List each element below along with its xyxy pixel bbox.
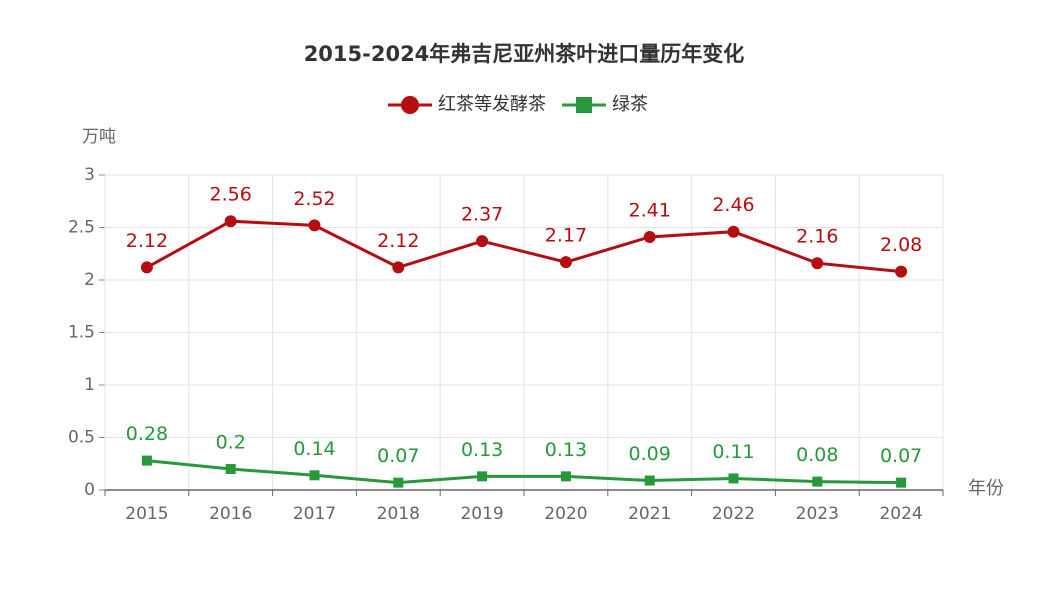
data-label: 2.16 (796, 226, 838, 248)
y-tick-label: 0.5 (68, 428, 95, 448)
y-tick-label: 1.5 (68, 323, 95, 343)
data-point (560, 471, 571, 482)
data-label: 2.52 (293, 188, 335, 210)
data-point (643, 230, 656, 243)
data-point (727, 225, 740, 238)
data-point (141, 455, 152, 466)
data-point (476, 235, 489, 248)
data-point (309, 470, 320, 481)
data-label: 0.08 (796, 444, 838, 466)
x-tick-label: 2023 (796, 504, 839, 524)
data-point (559, 256, 572, 269)
data-point (896, 477, 907, 488)
legend: 红茶等发酵茶 绿茶 (388, 94, 648, 115)
data-label: 0.13 (461, 439, 503, 461)
data-point (224, 215, 237, 228)
data-point (140, 261, 153, 274)
x-tick-label: 2018 (377, 504, 420, 524)
legend-label: 红茶等发酵茶 (438, 94, 546, 115)
data-point (728, 473, 739, 484)
data-label: 2.08 (880, 234, 922, 256)
legend-label: 绿茶 (612, 94, 648, 115)
x-tick-label: 2024 (879, 504, 922, 524)
data-label: 2.37 (461, 204, 503, 226)
y-tick-label: 2 (84, 270, 95, 290)
data-label: 2.56 (210, 184, 252, 206)
data-point (811, 257, 824, 270)
data-label: 0.13 (545, 439, 587, 461)
data-label: 0.07 (880, 445, 922, 467)
data-label: 0.09 (629, 443, 671, 465)
data-label: 0.14 (293, 438, 335, 460)
x-axis-label: 年份 (968, 478, 1004, 499)
y-axis-label: 万吨 (82, 127, 116, 147)
x-tick-label: 2017 (293, 504, 336, 524)
data-label: 2.41 (629, 199, 671, 221)
series-line (146, 459, 902, 485)
data-point (393, 477, 404, 488)
data-label: 0.2 (216, 432, 246, 454)
data-label: 2.17 (545, 225, 587, 247)
x-tick-label: 2019 (460, 504, 503, 524)
data-label: 2.12 (126, 230, 168, 252)
data-label: 2.12 (377, 230, 419, 252)
data-label: 2.46 (712, 194, 754, 216)
legend-marker (576, 97, 592, 113)
x-tick-label: 2020 (544, 504, 587, 524)
data-point (225, 464, 236, 474)
data-point (308, 219, 321, 232)
data-point (392, 261, 405, 274)
x-tick-label: 2022 (712, 504, 755, 524)
data-point (895, 265, 908, 278)
x-tick-label: 2015 (125, 504, 168, 524)
series-line (146, 219, 902, 274)
legend-marker (401, 96, 419, 114)
data-label: 0.28 (126, 423, 168, 445)
data-label: 0.11 (712, 441, 754, 463)
y-tick-label: 0 (84, 480, 95, 500)
data-point (477, 471, 488, 482)
x-tick-label: 2016 (209, 504, 252, 524)
data-point (644, 475, 655, 486)
data-point (812, 476, 823, 487)
chart-title: 2015-2024年弗吉尼亚州茶叶进口量历年变化 (304, 42, 745, 66)
y-tick-label: 2.5 (68, 218, 95, 238)
x-tick-label: 2021 (628, 504, 671, 524)
data-label: 0.07 (377, 445, 419, 467)
y-tick-label: 3 (84, 165, 95, 185)
y-tick-label: 1 (84, 375, 95, 395)
